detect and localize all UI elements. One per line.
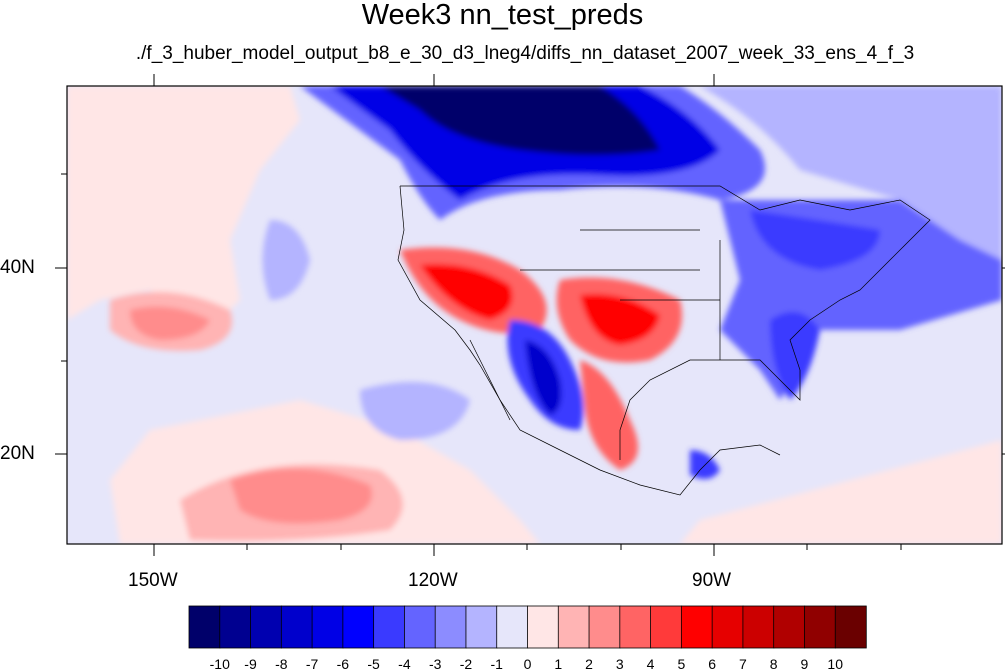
colorbar-swatch [557,605,590,649]
colorbar-tick-label: 6 [708,656,717,672]
field-positive-2-3 [230,468,372,524]
colorbar-swatch [680,605,713,649]
colorbar-swatch [373,605,406,649]
field-positive-3-4 [580,360,638,470]
map-subtitle: ./f_3_huber_model_output_b8_e_30_d3_lneg… [135,43,915,64]
colorbar-swatch [773,605,806,649]
colorbar-swatch [588,605,621,649]
field-positive-5-6 [580,294,660,345]
colorbar-swatch [342,605,375,649]
coastlines [397,185,931,496]
lat-label-20n: 20N [0,443,35,464]
colorbar-tick-label: -8 [275,656,288,672]
colorbar-tick-label: -9 [244,656,257,672]
colorbar-swatch [188,605,221,649]
field-negative-1-2 [360,382,470,440]
field-positive-0-1 [680,440,1002,544]
field-negative-4-5 [750,210,880,270]
colorbar-swatch [434,605,467,649]
field-negative-10-9 [380,86,660,155]
colorbar-tick-label: 9 [800,656,809,672]
lat-label-40n: 40N [0,257,35,278]
colorbar-tick-label: -6 [336,656,350,672]
map-field [67,86,1002,544]
colorbar-tick-label: -10 [209,656,230,672]
colorbar-tick-label: 7 [739,656,747,672]
colorbar-swatch [219,605,252,649]
colorbar-swatch [496,605,529,649]
colorbar-swatch [804,605,836,649]
colorbar-tick-label: 10 [827,656,843,672]
colorbar-swatch [742,605,775,649]
colorbar-tick-label: -7 [305,656,319,672]
colorbar-tick-label: 0 [523,656,532,672]
colorbar-swatch [527,605,559,649]
colorbar [188,605,867,649]
field-positive-5-6 [420,264,513,320]
colorbar-tick-label: 3 [615,656,624,672]
colorbar-tick-label: 8 [769,656,778,672]
colorbar-tick-label: -5 [367,656,380,672]
field-positive-2-3 [130,306,210,340]
lon-label-90w: 90W [692,570,732,591]
field-negative-4-5 [690,450,720,479]
colorbar-swatch [834,605,867,649]
field-negative-1-2 [280,86,1002,270]
colorbar-swatch [250,605,283,649]
colorbar-tick-label: -3 [428,656,442,672]
colorbar-swatch [619,605,652,649]
lon-label-150w: 150W [128,570,178,591]
colorbar-swatch [311,605,344,649]
colorbar-tick-label: 5 [677,656,686,672]
colorbar-swatch [280,605,313,649]
map-title: Week3 nn_test_preds [361,0,644,31]
lat-ticks [55,173,1005,455]
field-positive-0-1 [67,86,300,330]
field-negative-7-8 [525,340,562,415]
lon-label-120w: 120W [408,570,458,591]
colorbar-tick-label: 1 [554,656,563,672]
colorbar-swatch [465,605,498,649]
colorbar-tick-label: -1 [490,656,503,672]
lon-ticks [153,74,902,556]
colorbar-swatch [650,605,683,649]
colorbar-tick-label: 4 [646,656,655,672]
colorbar-tick-label: -2 [459,656,473,672]
colorbar-swatch [404,605,436,649]
field-negative-1-2 [262,220,310,300]
colorbar-swatch [711,605,744,649]
map-frame [66,85,1003,545]
colorbar-tick-label: -4 [398,656,411,672]
colorbar-tick-label: 2 [585,656,593,672]
